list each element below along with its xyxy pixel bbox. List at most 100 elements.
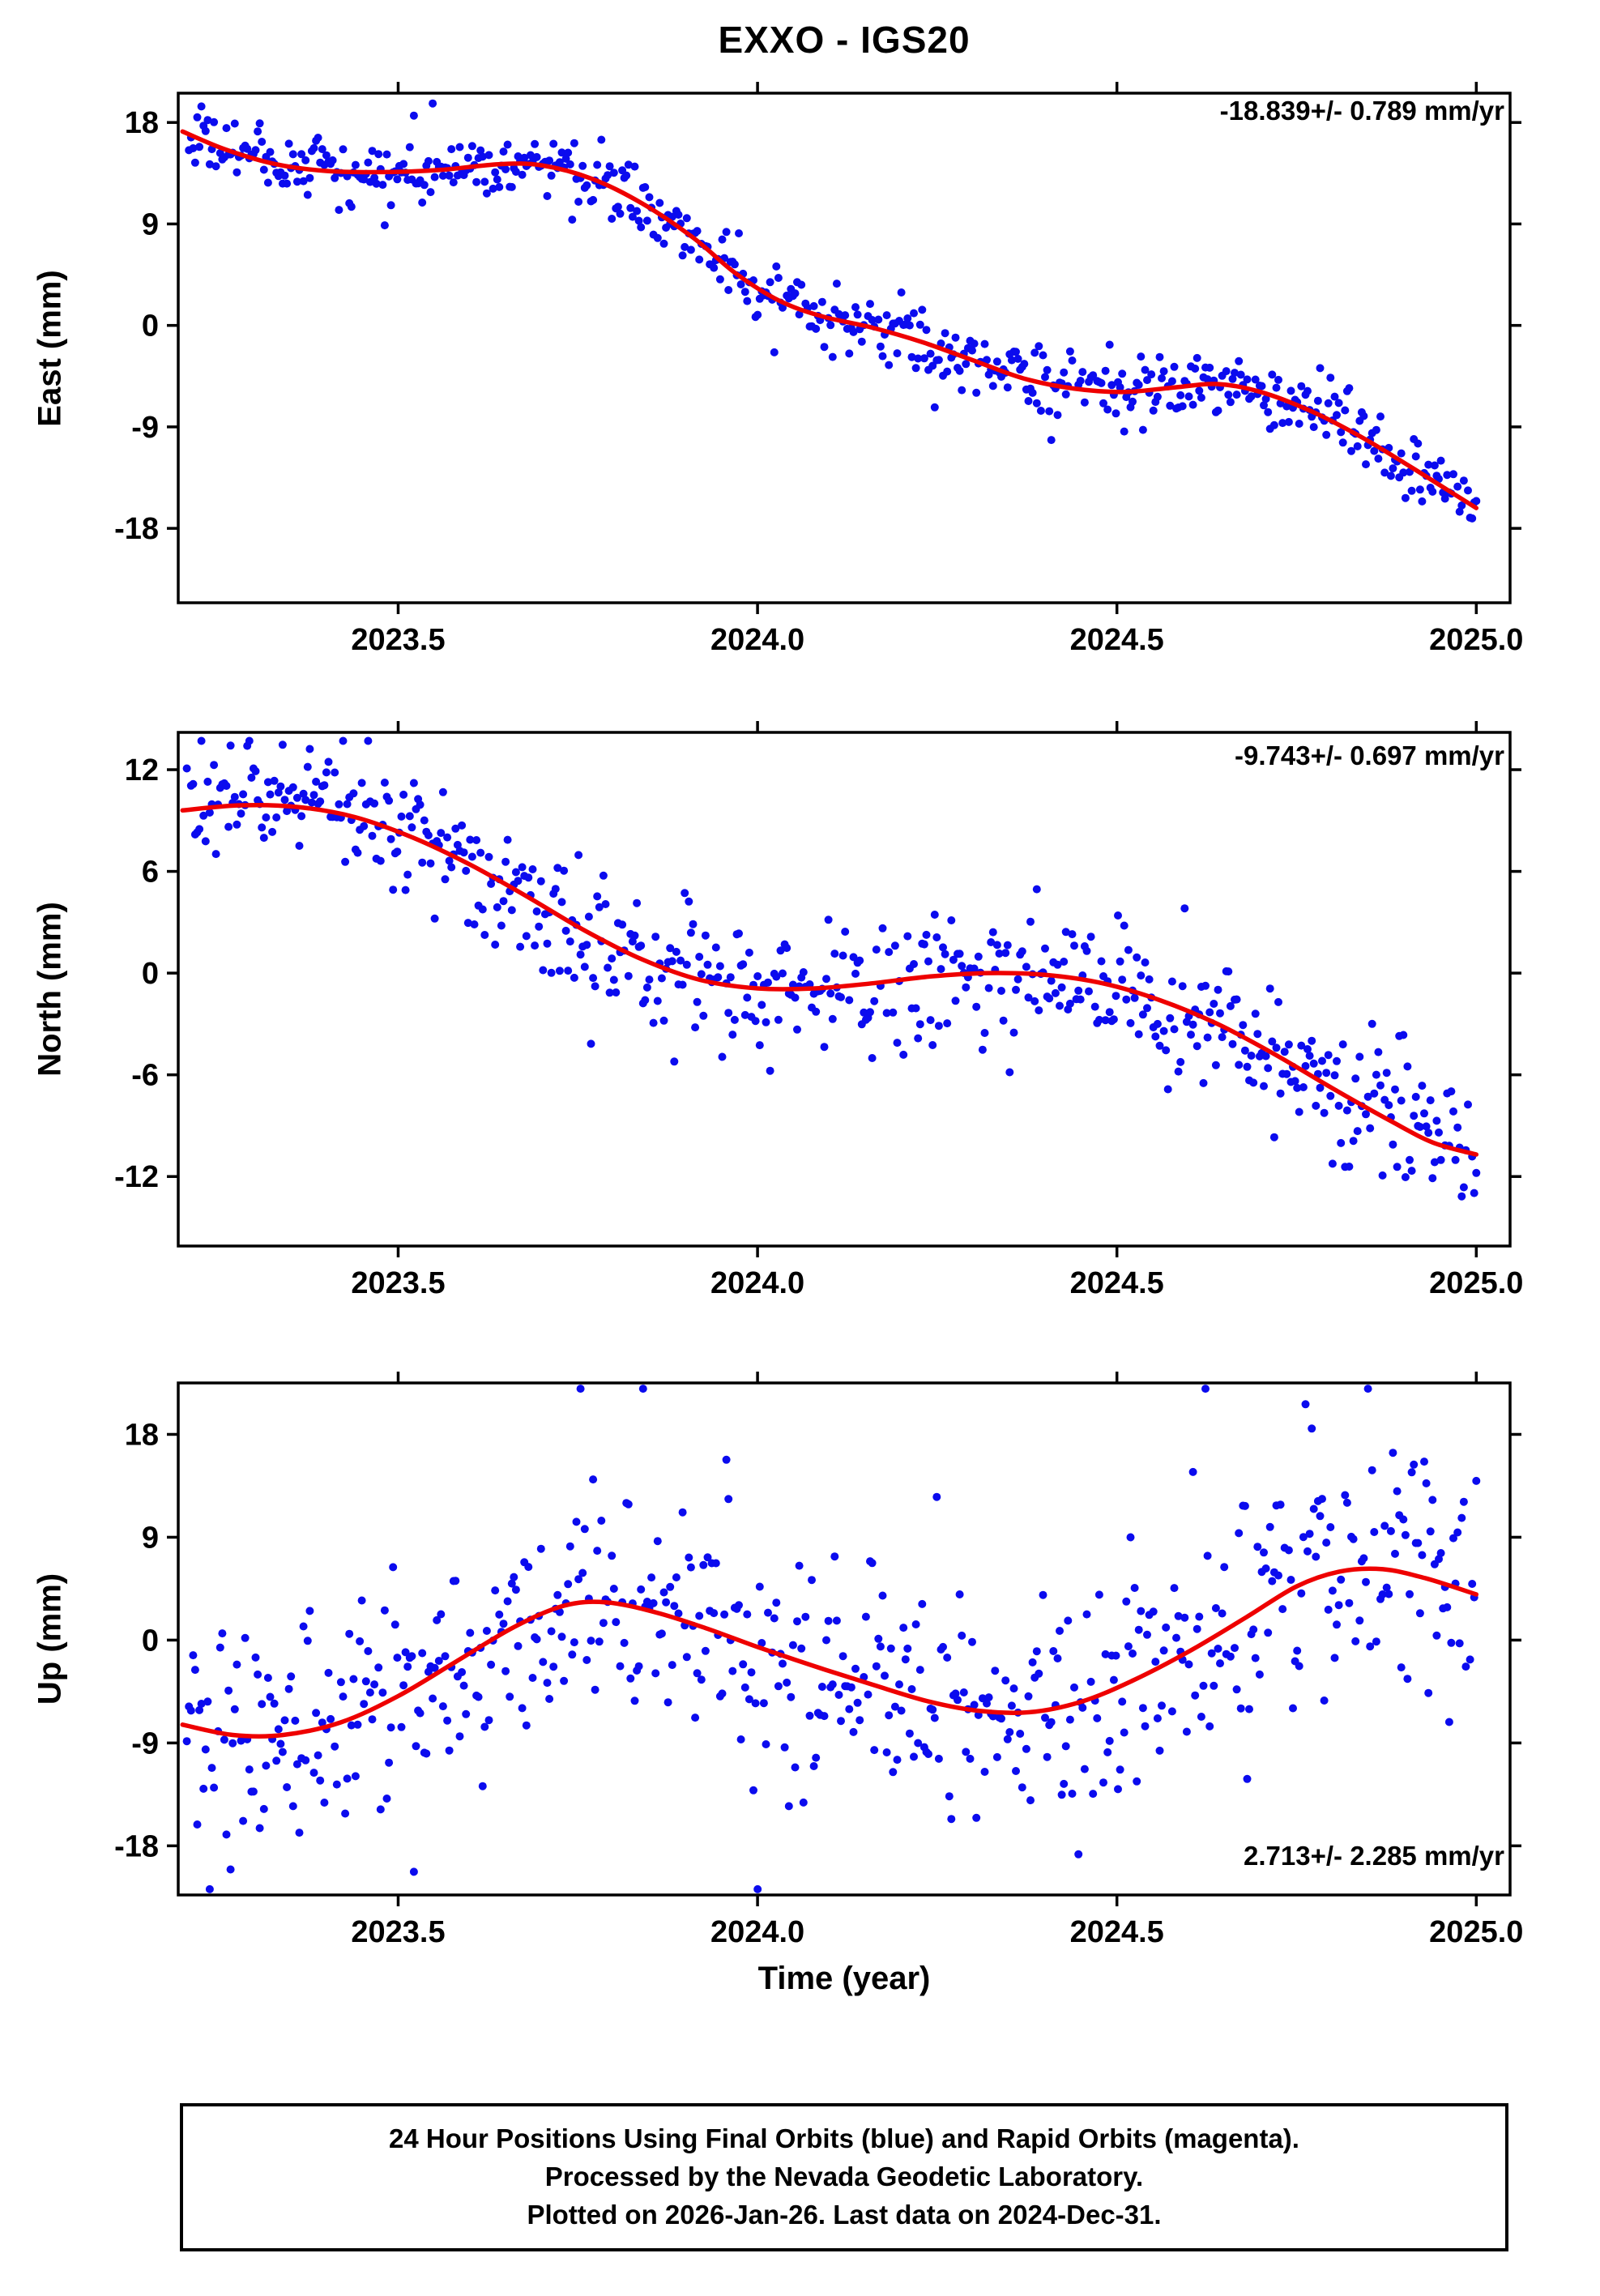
data-point xyxy=(612,988,621,996)
data-point xyxy=(434,1657,443,1665)
data-point xyxy=(1265,1522,1274,1531)
data-point xyxy=(299,177,308,186)
data-point xyxy=(824,915,833,924)
up-scatter-points xyxy=(182,1385,1481,1893)
data-point xyxy=(535,922,544,931)
data-point xyxy=(697,970,706,979)
data-point xyxy=(972,388,981,397)
data-point xyxy=(691,1023,700,1032)
y-tick-label: 0 xyxy=(142,957,159,991)
data-point xyxy=(776,946,785,955)
data-point xyxy=(305,745,314,753)
data-point xyxy=(1203,1033,1212,1042)
data-point xyxy=(1274,375,1282,384)
data-point xyxy=(1210,1681,1218,1690)
data-point xyxy=(1432,1631,1441,1640)
data-point xyxy=(1167,977,1176,986)
data-point xyxy=(915,320,924,329)
data-point xyxy=(501,165,510,173)
data-point xyxy=(466,1628,475,1637)
y-tick-label: -12 xyxy=(114,1160,159,1194)
data-point xyxy=(455,1732,464,1741)
data-point xyxy=(1065,1715,1074,1724)
data-point xyxy=(484,852,493,861)
data-point xyxy=(1276,1089,1285,1098)
data-point xyxy=(514,877,523,886)
data-point xyxy=(774,1682,783,1691)
data-point xyxy=(589,195,598,204)
data-point xyxy=(1316,1083,1325,1092)
data-point xyxy=(1282,402,1291,411)
data-point xyxy=(838,951,847,960)
data-point xyxy=(430,173,439,181)
data-point xyxy=(480,931,489,939)
data-point xyxy=(928,1705,937,1714)
data-point xyxy=(1047,976,1056,985)
data-point xyxy=(1347,446,1355,455)
data-point xyxy=(553,1590,562,1599)
data-point xyxy=(922,326,931,335)
data-point xyxy=(1197,393,1205,402)
data-point xyxy=(830,950,839,958)
data-point xyxy=(251,766,260,775)
data-point xyxy=(1370,446,1379,455)
data-point xyxy=(955,950,964,958)
data-point xyxy=(783,1678,791,1687)
data-point xyxy=(536,877,545,886)
x-tick-label: 2024.0 xyxy=(710,1266,804,1300)
data-point xyxy=(1393,1163,1402,1171)
data-point xyxy=(1297,1041,1306,1050)
data-point xyxy=(951,1689,960,1698)
data-point xyxy=(1138,425,1147,434)
data-point xyxy=(197,736,206,745)
data-point xyxy=(911,1620,920,1628)
data-point xyxy=(1264,1628,1273,1637)
data-point xyxy=(1218,1033,1227,1042)
data-point xyxy=(472,177,481,186)
data-point xyxy=(1316,364,1325,373)
data-point xyxy=(292,1760,301,1769)
data-point xyxy=(258,138,267,146)
data-point xyxy=(1211,1604,1220,1612)
data-point xyxy=(312,777,321,786)
footer-note-box: 24 Hour Positions Using Final Orbits (bl… xyxy=(180,2103,1508,2251)
data-point xyxy=(1061,1742,1070,1751)
east-plot-frame xyxy=(177,92,1512,604)
data-point xyxy=(1472,1476,1481,1485)
data-point xyxy=(855,1716,864,1725)
data-point xyxy=(609,169,618,177)
data-point xyxy=(339,1692,348,1701)
data-point xyxy=(849,953,858,962)
data-point xyxy=(1130,993,1139,1002)
data-point xyxy=(795,1561,804,1570)
data-point xyxy=(545,1695,554,1703)
data-point xyxy=(401,886,410,894)
data-point xyxy=(347,1721,356,1730)
data-point xyxy=(718,235,727,244)
data-point xyxy=(922,930,931,939)
data-point xyxy=(1342,1106,1351,1115)
data-point xyxy=(1255,1670,1264,1679)
data-point xyxy=(983,1699,991,1708)
data-point xyxy=(1057,1790,1066,1799)
data-point xyxy=(203,1697,212,1706)
data-point xyxy=(943,1019,952,1028)
data-point xyxy=(1251,1009,1260,1018)
data-point xyxy=(1324,1605,1333,1614)
data-point xyxy=(378,181,387,190)
data-point xyxy=(1316,1512,1325,1521)
data-point xyxy=(368,831,377,840)
data-point xyxy=(740,288,749,297)
data-point xyxy=(368,147,377,156)
data-point xyxy=(493,903,501,911)
data-point xyxy=(1226,398,1235,407)
data-point xyxy=(557,898,566,907)
data-point xyxy=(255,119,264,128)
data-point xyxy=(1126,1533,1135,1542)
data-point xyxy=(678,251,687,260)
data-point xyxy=(637,223,646,232)
data-point xyxy=(885,948,894,957)
data-point xyxy=(1401,1530,1410,1539)
data-point xyxy=(1003,941,1012,950)
data-point xyxy=(1220,1563,1229,1572)
